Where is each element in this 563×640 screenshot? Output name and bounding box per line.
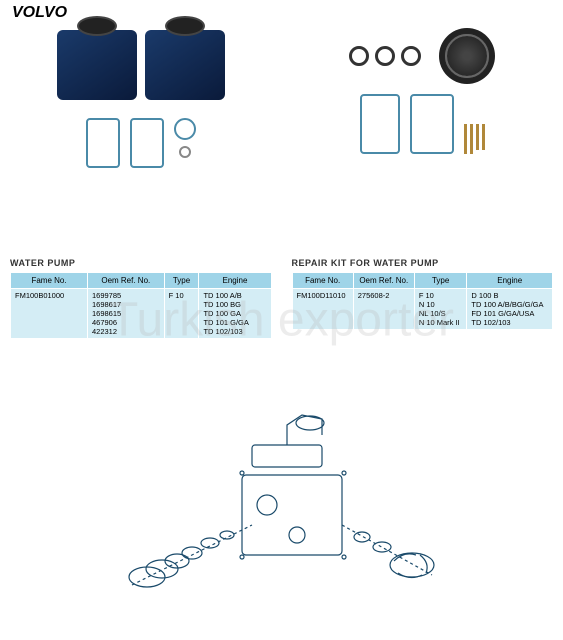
repair-kit-table: Fame No. Oem Ref. No. Type Engine FM100D…: [292, 272, 554, 330]
oring-icon: [174, 118, 196, 140]
exploded-svg: [92, 385, 472, 625]
pump-pair: [0, 20, 282, 100]
col-header: Engine: [199, 273, 271, 289]
water-pump-illustration: [0, 20, 282, 250]
product-images-row: [0, 20, 563, 250]
pulley-icon: [165, 16, 205, 36]
table-row: FM100B01000 1699785169861716986154679064…: [11, 289, 272, 339]
gasket-set: [0, 118, 282, 168]
table-row: FM100D11010 275608-2 F 10N 10NL 10/SN 10…: [292, 289, 553, 330]
col-header: Type: [164, 273, 199, 289]
repair-kit-parts: [282, 20, 563, 154]
cell-engine: TD 100 A/BTD 100 BGTD 100 GATD 101 G/GAT…: [199, 289, 271, 339]
gasket-large-icon: [360, 94, 400, 154]
water-pump-table: Fame No. Oem Ref. No. Type Engine FM100B…: [10, 272, 272, 339]
bolt-icon: [464, 124, 467, 154]
cell-engine: D 100 BTD 100 A/B/BG/G/GAFD 101 G/GA/USA…: [467, 289, 553, 330]
catalog-page: VOLVO Turkish exporter: [0, 0, 563, 640]
col-header: Oem Ref. No.: [88, 273, 165, 289]
repair-kit-table-block: REPAIR KIT FOR WATER PUMP Fame No. Oem R…: [292, 258, 554, 339]
bolt-icon: [476, 124, 479, 150]
gasket-icon: [130, 118, 164, 168]
gasket-icon: [86, 118, 120, 168]
col-header: Engine: [467, 273, 553, 289]
seal-icon: [375, 46, 395, 66]
table-title-left: WATER PUMP: [10, 258, 272, 268]
bolt-icon: [470, 124, 473, 154]
seal-icon: [349, 46, 369, 66]
gasket-large-icon: [410, 94, 454, 154]
cell-fame: FM100B01000: [11, 289, 88, 339]
cell-type: F 10N 10NL 10/SN 10 Mark II: [414, 289, 467, 330]
seal-icon: [401, 46, 421, 66]
small-ring-icon: [179, 146, 191, 158]
col-header: Type: [414, 273, 467, 289]
cell-type: F 10: [164, 289, 199, 339]
seals-row: [349, 46, 421, 66]
col-header: Fame No.: [11, 273, 88, 289]
pump-body-left: [57, 30, 137, 100]
cell-oem: 169978516986171698615467906422312: [88, 289, 165, 339]
pulley-icon: [77, 16, 117, 36]
col-header: Oem Ref. No.: [353, 273, 414, 289]
repair-kit-illustration: [282, 20, 563, 250]
col-header: Fame No.: [292, 273, 353, 289]
water-pump-table-block: WATER PUMP Fame No. Oem Ref. No. Type En…: [10, 258, 272, 339]
exploded-diagram: [0, 380, 563, 630]
cell-oem: 275608-2: [353, 289, 414, 330]
impeller-icon: [439, 28, 495, 84]
cell-fame: FM100D11010: [292, 289, 353, 330]
pump-body-right: [145, 30, 225, 100]
tables-row: WATER PUMP Fame No. Oem Ref. No. Type En…: [0, 258, 563, 339]
bolt-icon: [482, 124, 485, 150]
table-title-right: REPAIR KIT FOR WATER PUMP: [292, 258, 554, 268]
